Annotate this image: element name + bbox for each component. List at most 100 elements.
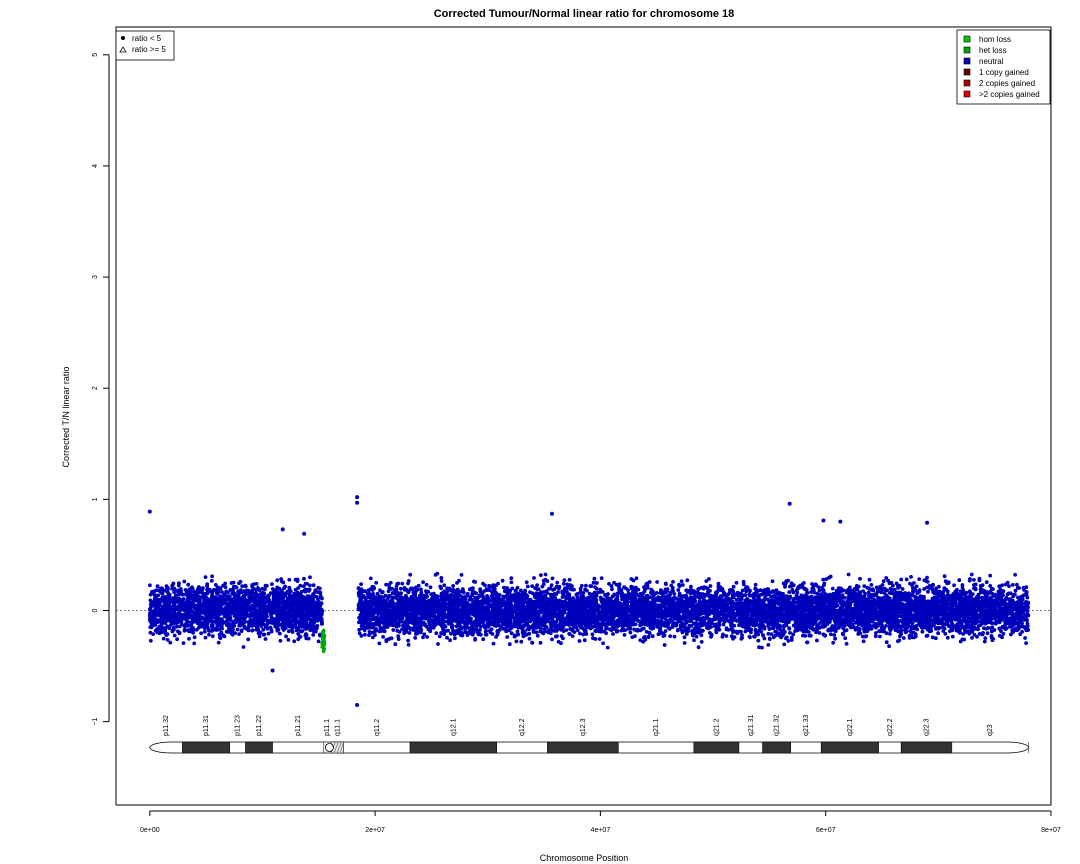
data-point: [149, 601, 154, 606]
data-point: [249, 622, 254, 626]
data-point: [280, 579, 284, 584]
data-point: [266, 618, 270, 623]
data-point: [178, 615, 183, 619]
data-point: [210, 620, 215, 625]
data-point: [184, 603, 189, 608]
data-point: [289, 607, 294, 611]
data-point: [237, 632, 241, 636]
data-point: [277, 605, 282, 609]
data-point: [844, 641, 849, 646]
data-point: [276, 627, 281, 632]
data-point: [164, 618, 169, 623]
data-point: [242, 618, 247, 623]
data-point: [304, 636, 309, 641]
data-point: [305, 599, 309, 604]
data-point: [272, 599, 277, 604]
data-point: [213, 595, 218, 600]
data-point: [225, 595, 229, 600]
data-point: [222, 614, 227, 619]
data-point: [527, 636, 532, 641]
data-point: [277, 631, 282, 636]
data-point: [419, 587, 423, 592]
data-point: [311, 633, 316, 637]
data-point: [377, 641, 382, 646]
data-point: [215, 627, 219, 632]
data-point: [182, 616, 187, 620]
data-point: [309, 613, 314, 618]
data-point: [176, 629, 180, 634]
y-tick-label: 5: [92, 53, 99, 57]
data-point: [969, 572, 974, 577]
data-point: [234, 620, 238, 625]
data-point: [315, 608, 319, 613]
data-point: [388, 580, 393, 585]
data-point: [221, 633, 226, 638]
y-tick-label: 3: [92, 275, 99, 279]
data-point: [159, 615, 164, 619]
data-point: [183, 588, 188, 592]
data-point: [153, 618, 157, 623]
data-point: [190, 603, 194, 608]
data-point: [172, 633, 177, 638]
data-point: [290, 628, 294, 632]
data-point: [204, 606, 208, 611]
data-point: [173, 617, 178, 621]
data-point: [318, 603, 322, 608]
data-point: [231, 587, 235, 592]
data-point: [259, 606, 263, 611]
data-point: [242, 605, 247, 609]
data-point: [692, 638, 696, 643]
y-tick-label: 0: [92, 608, 99, 612]
data-point: [280, 608, 285, 613]
data-point: [262, 612, 266, 617]
data-point: [359, 634, 364, 638]
data-point: [630, 635, 635, 639]
data-point: [190, 609, 195, 614]
data-point: [256, 614, 261, 619]
data-point: [227, 611, 232, 616]
data-point: [157, 625, 162, 629]
data-point: [181, 641, 186, 645]
data-point: [229, 581, 234, 585]
data-point: [148, 611, 153, 616]
data-point: [254, 600, 259, 605]
data-point: [263, 583, 268, 588]
data-point: [230, 632, 235, 637]
data-point: [311, 592, 315, 597]
x-axis: 0e+00 2e+07 4e+07 6e+07 8e+07: [140, 810, 1061, 834]
data-point: [810, 582, 814, 586]
data-point: [201, 603, 205, 608]
data-point: [240, 584, 245, 589]
data-point: [296, 632, 301, 636]
data-point: [203, 635, 208, 640]
data-point: [309, 608, 314, 613]
data-point: [685, 578, 690, 583]
data-point: [313, 588, 318, 593]
data-point: [297, 635, 302, 640]
data-point: [243, 583, 248, 588]
data-point: [278, 597, 282, 601]
data-point: [153, 628, 158, 633]
data-point: [224, 629, 229, 634]
data-point: [187, 628, 192, 632]
data-point: [239, 628, 244, 633]
data-point: [251, 607, 256, 612]
data-point: [236, 604, 240, 609]
data-point: [216, 590, 221, 595]
data-point: [246, 625, 251, 629]
data-point: [219, 630, 224, 635]
data-point: [205, 621, 210, 626]
x-tick-label: 4e+07: [591, 827, 611, 834]
data-point: [545, 579, 550, 583]
data-point: [264, 623, 268, 628]
data-point: [148, 614, 152, 619]
data-point: [268, 625, 273, 630]
data-point: [318, 593, 323, 598]
data-point: [170, 583, 175, 588]
data-point: [175, 607, 180, 612]
data-point: [654, 591, 659, 595]
data-point: [216, 640, 221, 645]
data-point: [246, 606, 251, 611]
data-point: [235, 627, 240, 632]
data-point: [270, 587, 275, 591]
